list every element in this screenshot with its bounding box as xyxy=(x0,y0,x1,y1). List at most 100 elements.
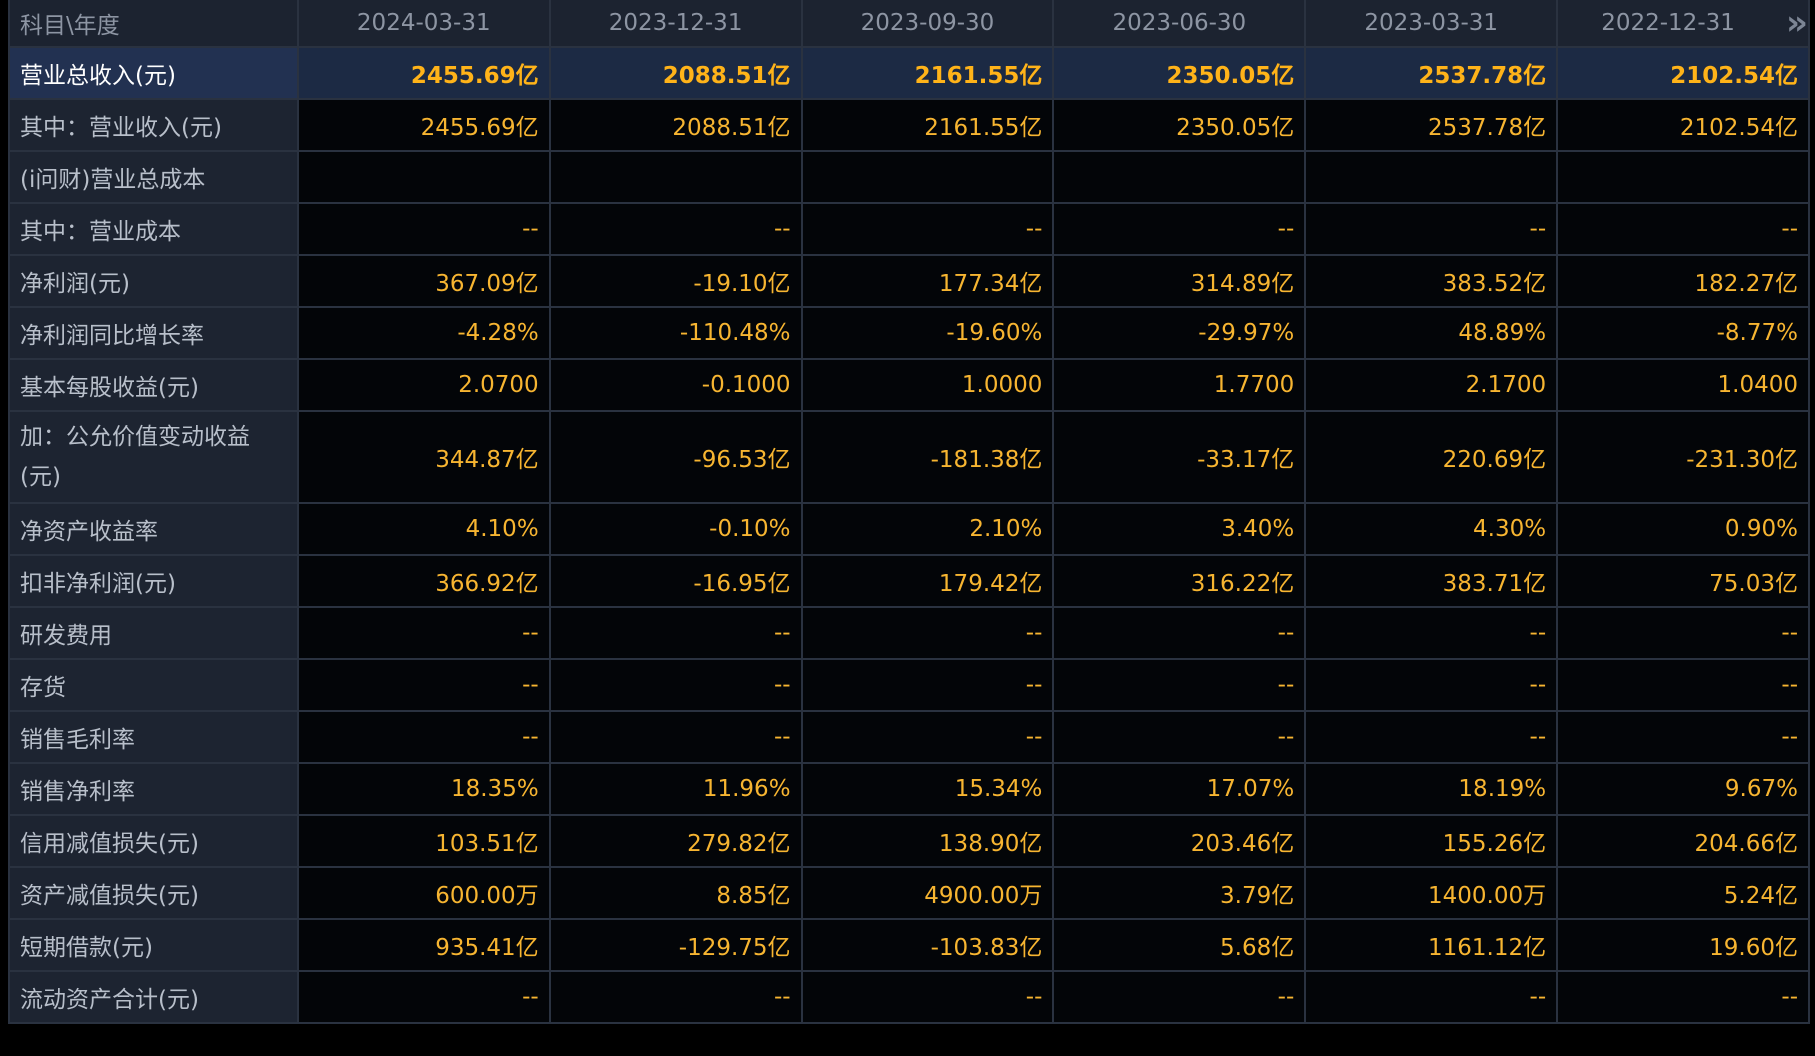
row-value: -4.28% xyxy=(296,306,551,360)
row-value: 220.69亿 xyxy=(1304,410,1559,504)
table-row[interactable]: 加：公允价值变动收益(元) 344.87亿 -96.53亿 -181.38亿 -33.1… xyxy=(8,410,1810,504)
row-value: 366.92亿 xyxy=(296,554,551,608)
row-value: -- xyxy=(1052,202,1307,256)
row-value: -- xyxy=(296,658,551,712)
column-header-label: 2022-12-31 xyxy=(1601,10,1735,36)
row-value: -- xyxy=(800,606,1055,660)
row-value: 155.26亿 xyxy=(1304,814,1559,868)
row-value: 5.24亿 xyxy=(1556,866,1810,920)
table-row[interactable]: 流动资产合计(元) -- -- -- -- -- -- xyxy=(8,970,1810,1024)
row-value: 367.09亿 xyxy=(296,254,551,308)
row-label: (i问财)营业总成本 xyxy=(8,150,299,204)
row-value: -- xyxy=(1304,658,1559,712)
row-value: 2088.51亿 xyxy=(548,46,803,100)
row-value: -- xyxy=(1304,970,1559,1024)
row-value: -- xyxy=(800,970,1055,1024)
row-label: 存货 xyxy=(8,658,299,712)
row-value: -- xyxy=(1556,970,1810,1024)
row-value: 9.67% xyxy=(1556,762,1810,816)
row-value: -- xyxy=(296,970,551,1024)
row-value: 177.34亿 xyxy=(800,254,1055,308)
table-row[interactable]: 其中：营业成本 -- -- -- -- -- -- xyxy=(8,202,1810,256)
row-value: 75.03亿 xyxy=(1556,554,1810,608)
row-value xyxy=(296,150,551,204)
header-label: 科目\年度 xyxy=(8,0,299,48)
row-value: 383.71亿 xyxy=(1304,554,1559,608)
row-value: -- xyxy=(548,970,803,1024)
row-value: -33.17亿 xyxy=(1052,410,1307,504)
row-value: -- xyxy=(548,710,803,764)
double-chevron-right-icon[interactable]: » xyxy=(1786,3,1807,43)
table-row[interactable]: 净利润同比增长率 -4.28% -110.48% -19.60% -29.97% 48.8… xyxy=(8,306,1810,360)
row-value: 2102.54亿 xyxy=(1556,46,1810,100)
table-row[interactable]: 资产减值损失(元) 600.00万 8.85亿 4900.00万 3.79亿 1400.0… xyxy=(8,866,1810,920)
row-label: 研发费用 xyxy=(8,606,299,660)
row-value: -- xyxy=(548,606,803,660)
financial-data-table: 科目\年度 2024-03-31 2023-12-31 2023-09-30 2… xyxy=(8,0,1810,1024)
row-value: -0.1000 xyxy=(548,358,803,412)
column-header: 2023-12-31 xyxy=(548,0,803,48)
table-row[interactable]: 信用减值损失(元) 103.51亿 279.82亿 138.90亿 203.46亿 155… xyxy=(8,814,1810,868)
table-row[interactable]: 研发费用 -- -- -- -- -- -- xyxy=(8,606,1810,660)
row-value: -- xyxy=(296,710,551,764)
table-row[interactable]: 净资产收益率 4.10% -0.10% 2.10% 3.40% 4.30% 0.90% xyxy=(8,502,1810,556)
table-row[interactable]: 销售毛利率 -- -- -- -- -- -- xyxy=(8,710,1810,764)
row-value: 1.0400 xyxy=(1556,358,1810,412)
row-value: -- xyxy=(548,658,803,712)
row-value: -16.95亿 xyxy=(548,554,803,608)
table-row[interactable]: 净利润(元) 367.09亿 -19.10亿 177.34亿 314.89亿 383.52… xyxy=(8,254,1810,308)
row-value: 103.51亿 xyxy=(296,814,551,868)
table-row[interactable]: 销售净利率 18.35% 11.96% 15.34% 17.07% 18.19% 9.67% xyxy=(8,762,1810,816)
row-value: -- xyxy=(1052,606,1307,660)
row-value: -29.97% xyxy=(1052,306,1307,360)
row-label: 净利润同比增长率 xyxy=(8,306,299,360)
row-value: 8.85亿 xyxy=(548,866,803,920)
table-row[interactable]: 营业总收入(元) 2455.69亿 2088.51亿 2161.55亿 2350.05亿… xyxy=(8,46,1810,100)
row-label: 净利润(元) xyxy=(8,254,299,308)
row-value: 15.34% xyxy=(800,762,1055,816)
row-value: 279.82亿 xyxy=(548,814,803,868)
table-row[interactable]: 其中：营业收入(元) 2455.69亿 2088.51亿 2161.55亿 2350.0… xyxy=(8,98,1810,152)
row-value: 2088.51亿 xyxy=(548,98,803,152)
row-value: -- xyxy=(1304,606,1559,660)
row-value: -- xyxy=(1556,202,1810,256)
row-value: 2161.55亿 xyxy=(800,46,1055,100)
row-label: 净资产收益率 xyxy=(8,502,299,556)
row-value: -231.30亿 xyxy=(1556,410,1810,504)
row-value: 1161.12亿 xyxy=(1304,918,1559,972)
row-label: 基本每股收益(元) xyxy=(8,358,299,412)
row-value: 138.90亿 xyxy=(800,814,1055,868)
row-value: 17.07% xyxy=(1052,762,1307,816)
row-value: 2537.78亿 xyxy=(1304,46,1559,100)
row-value: 2.0700 xyxy=(296,358,551,412)
table-row[interactable]: (i问财)营业总成本 xyxy=(8,150,1810,204)
row-value: -- xyxy=(1556,710,1810,764)
table-row[interactable]: 基本每股收益(元) 2.0700 -0.1000 1.0000 1.7700 2.1700… xyxy=(8,358,1810,412)
row-value: 344.87亿 xyxy=(296,410,551,504)
row-value: 18.35% xyxy=(296,762,551,816)
row-value: 18.19% xyxy=(1304,762,1559,816)
row-value: 2537.78亿 xyxy=(1304,98,1559,152)
row-value: -- xyxy=(548,202,803,256)
row-value: 383.52亿 xyxy=(1304,254,1559,308)
row-value: 19.60亿 xyxy=(1556,918,1810,972)
row-value: 179.42亿 xyxy=(800,554,1055,608)
row-label: 扣非净利润(元) xyxy=(8,554,299,608)
table-row[interactable]: 短期借款(元) 935.41亿 -129.75亿 -103.83亿 5.68亿 1161.… xyxy=(8,918,1810,972)
row-value: -- xyxy=(1304,202,1559,256)
row-value: 4.10% xyxy=(296,502,551,556)
row-value: 935.41亿 xyxy=(296,918,551,972)
row-value: 203.46亿 xyxy=(1052,814,1307,868)
row-label: 营业总收入(元) xyxy=(8,46,299,100)
row-label: 资产减值损失(元) xyxy=(8,866,299,920)
row-value: 2.1700 xyxy=(1304,358,1559,412)
row-value xyxy=(1304,150,1559,204)
row-value: -0.10% xyxy=(548,502,803,556)
table-row[interactable]: 扣非净利润(元) 366.92亿 -16.95亿 179.42亿 316.22亿 383.… xyxy=(8,554,1810,608)
table-row[interactable]: 存货 -- -- -- -- -- -- xyxy=(8,658,1810,712)
row-value: -103.83亿 xyxy=(800,918,1055,972)
row-label: 短期借款(元) xyxy=(8,918,299,972)
row-value: -181.38亿 xyxy=(800,410,1055,504)
row-value: -19.10亿 xyxy=(548,254,803,308)
row-value: 4.30% xyxy=(1304,502,1559,556)
